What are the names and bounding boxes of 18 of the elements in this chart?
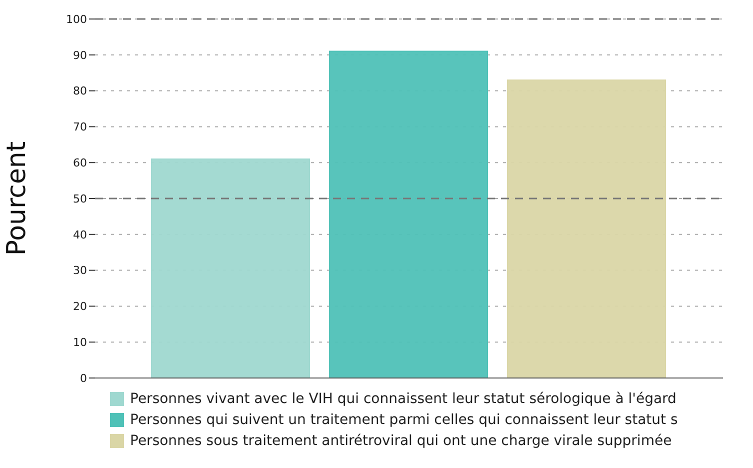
bar: [151, 158, 310, 378]
y-tick-label: 100: [66, 12, 87, 26]
legend-label: Personnes sous traitement antirétroviral qui ont une charge virale supprimée: [130, 432, 672, 448]
y-tick-label: 40: [73, 228, 87, 242]
y-tick-label: 0: [80, 372, 87, 385]
bar: [329, 50, 488, 378]
y-axis-title: Pourcent: [2, 141, 32, 256]
legend-label: Personnes vivant avec le VIH qui connaissent leur statut sérologique à l'égard: [130, 390, 676, 406]
y-tick-label: 60: [73, 156, 87, 170]
y-tick-label: 30: [73, 264, 87, 278]
legend-label: Personnes qui suivent un traitement parmi celles qui connaissent leur statut s: [130, 412, 678, 428]
y-tick-label: 70: [73, 120, 87, 134]
y-tick-label: 90: [73, 48, 87, 62]
y-tick-label: 50: [73, 192, 87, 206]
y-tick-label: 80: [73, 84, 87, 98]
bar: [507, 80, 666, 378]
y-tick-label: 10: [73, 336, 87, 350]
y-tick-label: 20: [73, 300, 87, 314]
